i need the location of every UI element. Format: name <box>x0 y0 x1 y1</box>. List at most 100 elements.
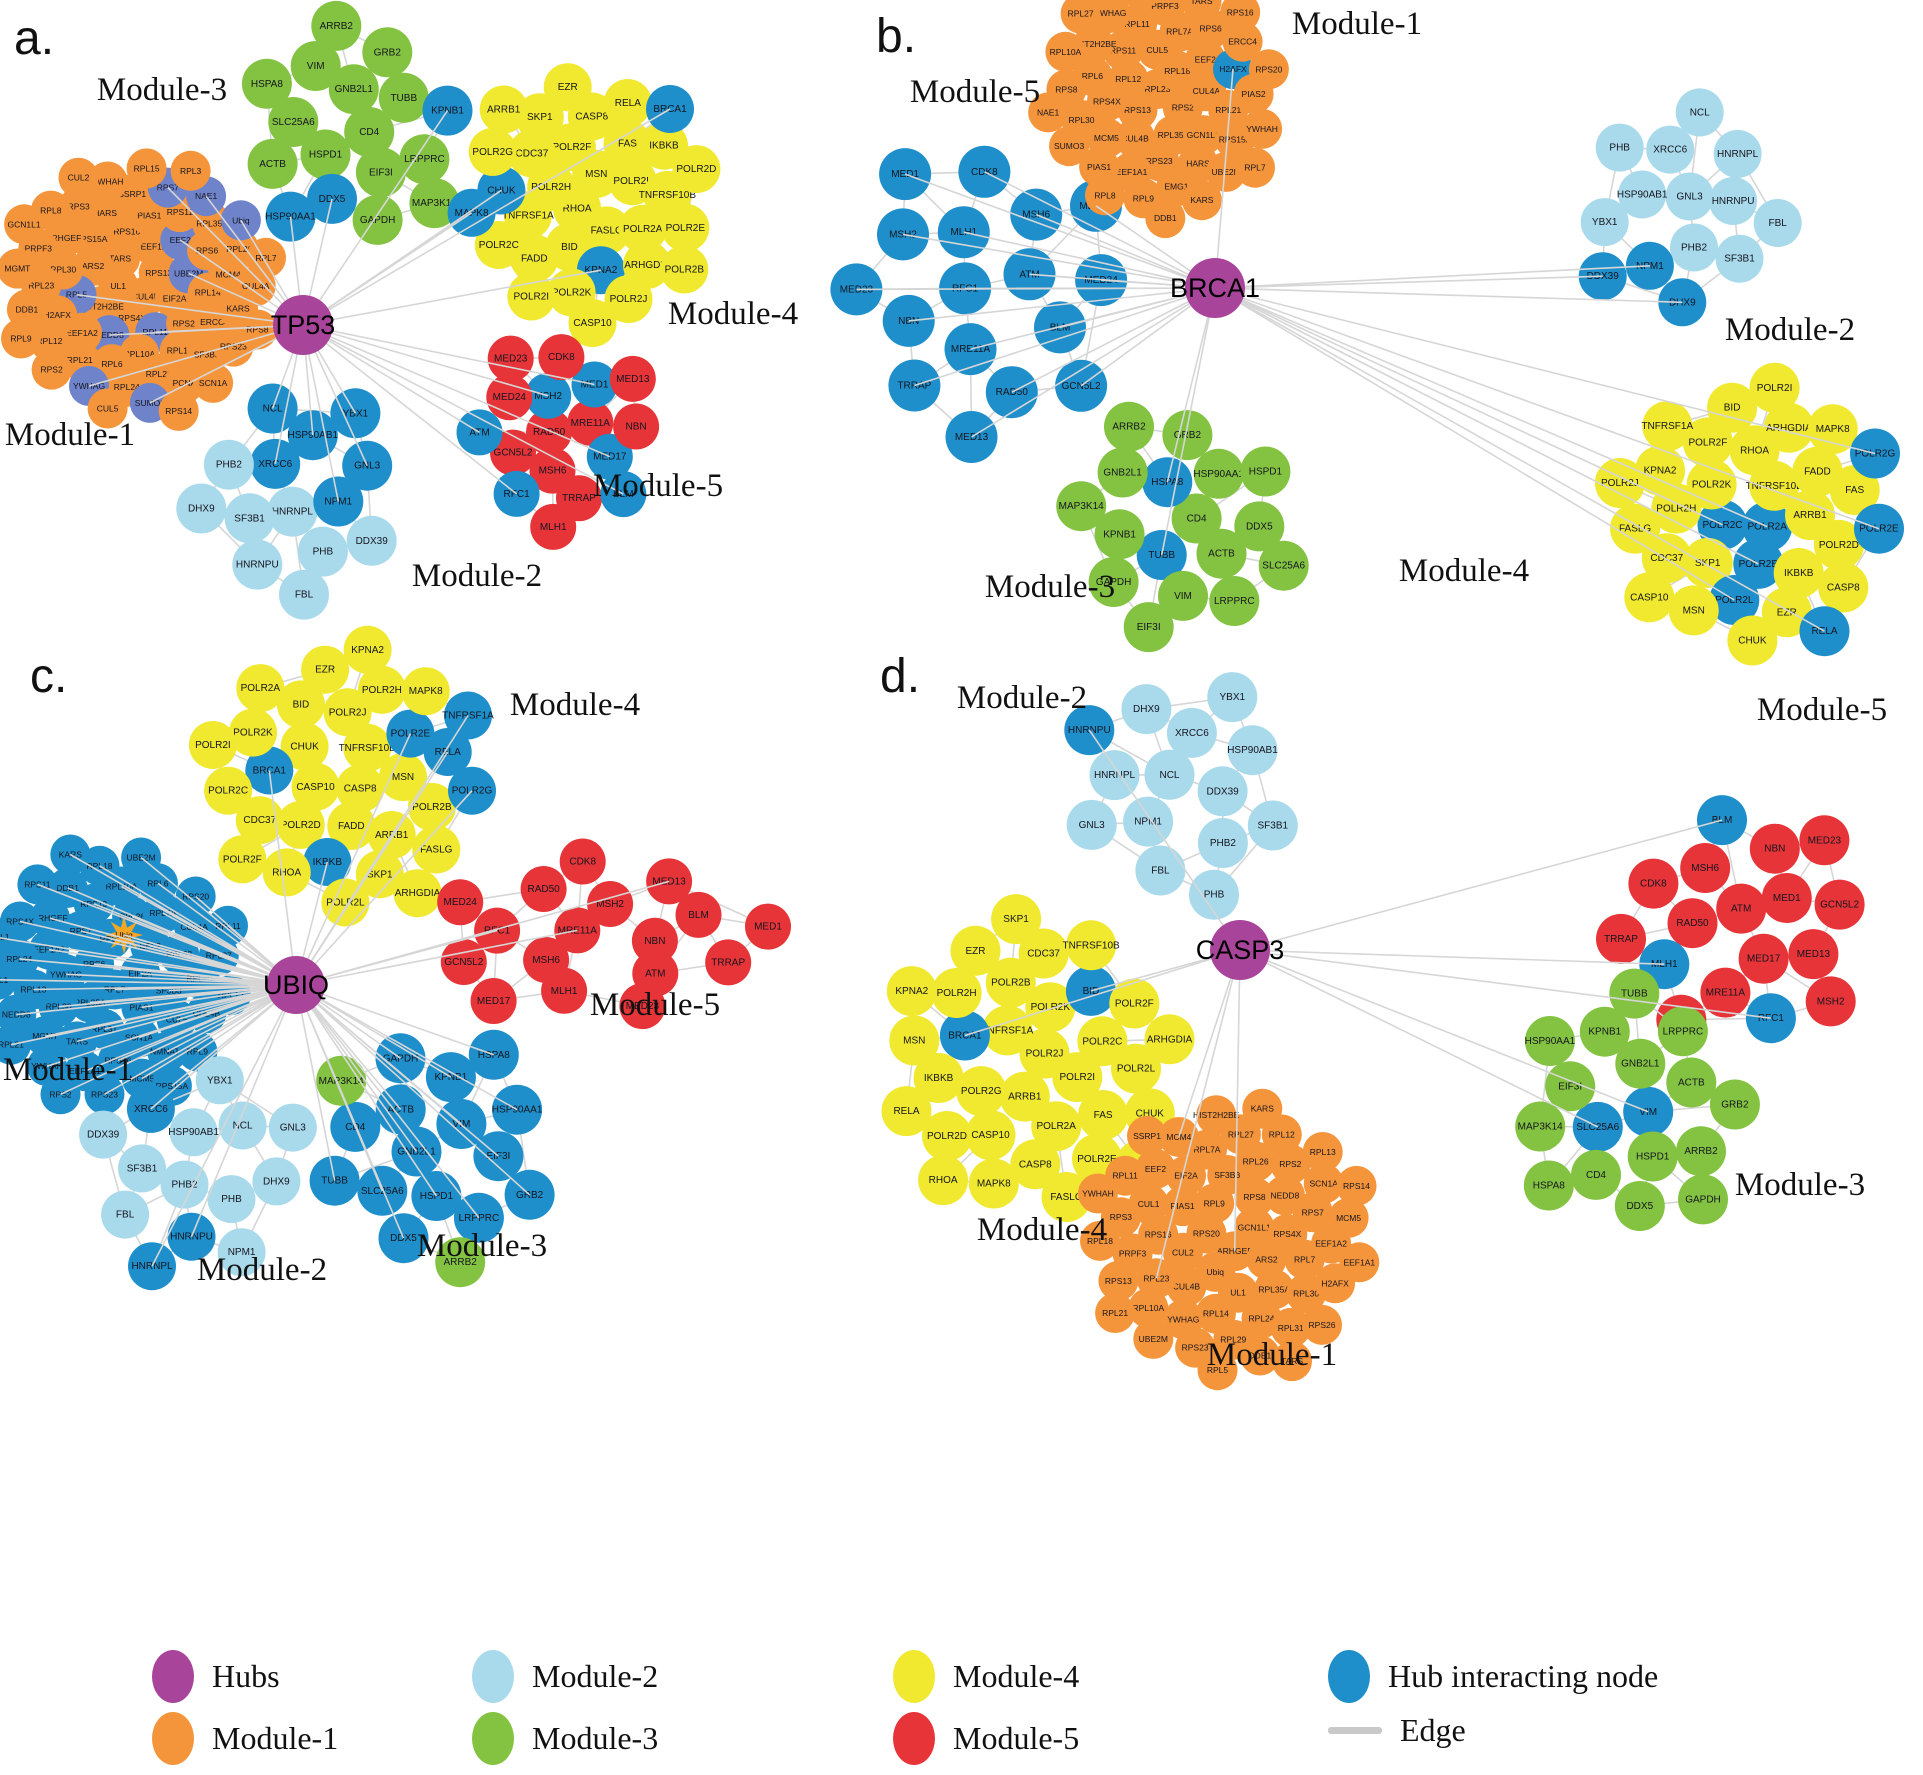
panel-a-module-4-label: Module-4 <box>668 296 798 332</box>
c-node-phb2 <box>160 1160 209 1209</box>
panel-b: RFC1ATMMRE11AMLH1BLMNBNMSH6RAD50MSH2MED2… <box>830 0 1904 666</box>
d-node-lrpprc <box>1657 1006 1708 1057</box>
d-node-tars <box>1272 1341 1312 1382</box>
d-node-dhx9 <box>1121 684 1172 735</box>
b-node-phb <box>1595 123 1644 172</box>
b-node-gnl3 <box>1665 172 1714 221</box>
panel-c-module-1-label: Module-1 <box>3 1052 133 1088</box>
a-node-sf3b1 <box>224 493 275 544</box>
a-node-faslg <box>582 206 631 255</box>
d-node-rpl21 <box>1095 1293 1136 1333</box>
d-node-arhgdia <box>1144 1014 1195 1065</box>
legend-item-module-3: Module-3 <box>472 1712 658 1765</box>
panel-c-letter: c. <box>30 650 67 703</box>
c-node-blm <box>675 891 722 938</box>
b-node-tars <box>1181 0 1222 22</box>
a-node-scn1a <box>193 362 234 403</box>
a-node-mlh1 <box>530 503 577 550</box>
b-node-hsp90ab1 <box>1618 170 1667 219</box>
hub-node-tp53 <box>273 295 333 355</box>
d-node-xrcc6 <box>1166 707 1217 758</box>
module-5-swatch <box>893 1712 935 1765</box>
d-node-rps26 <box>1302 1304 1342 1345</box>
a-node-rela <box>603 79 652 127</box>
d-node-actb <box>1666 1057 1717 1108</box>
d-node-gcn5l2 <box>1814 879 1865 930</box>
panel-a-module-2-label: Module-2 <box>412 558 542 594</box>
c-node-rpl21 <box>0 1024 31 1065</box>
d-node-kpnb1 <box>1579 1006 1630 1057</box>
a-node-polr2d <box>672 145 721 194</box>
a-node-vim <box>290 41 341 91</box>
a-node-slc25a6 <box>268 97 319 147</box>
b-node-chuk <box>1727 615 1778 666</box>
b-node-ercc4 <box>1222 21 1263 62</box>
d-node-rps13 <box>1098 1260 1139 1301</box>
legend-item-module-4: Module-4 <box>893 1650 1079 1703</box>
a-node-ddx39 <box>346 515 397 566</box>
b-node-ddx5 <box>1234 501 1285 552</box>
d-node-mre11a <box>1700 967 1751 1018</box>
panel-b-module-1-label: Module-1 <box>1292 6 1422 42</box>
b-node-gnb2l1 <box>1097 447 1148 498</box>
d-node-rpl13 <box>1302 1132 1343 1172</box>
c-node-phb <box>207 1175 256 1224</box>
a-node-rpl9 <box>1 318 41 359</box>
d-node-msh2 <box>1805 976 1856 1027</box>
legend-item-module-5: Module-5 <box>893 1712 1079 1765</box>
c-node-mgmt <box>25 1016 66 1057</box>
a-node-eif3i <box>355 147 406 198</box>
d-node-fbl <box>1135 845 1186 896</box>
b-node-xrcc6 <box>1646 125 1695 174</box>
a-node-polr2b <box>660 245 709 294</box>
b-node-casp8 <box>1818 562 1869 613</box>
b-node-slc25a6 <box>1258 540 1309 591</box>
b-node-phb2 <box>1670 223 1718 272</box>
c-node-med23 <box>619 983 666 1030</box>
a-node-gnb2l1 <box>328 64 379 115</box>
b-node-faslg <box>1610 503 1661 554</box>
b-node-hnrnpu <box>1709 177 1758 225</box>
b-node-arhgdia <box>1763 402 1814 453</box>
c-node-polr2c <box>204 766 253 815</box>
c-node-med24 <box>437 879 484 926</box>
c-node-polr2a <box>236 664 285 713</box>
b-node-fadd <box>1792 446 1843 497</box>
module-3-swatch <box>472 1712 514 1765</box>
b-node-kpnb1 <box>1094 509 1145 560</box>
d-node-phb <box>1189 869 1239 920</box>
c-node-fbl <box>101 1190 150 1239</box>
d-node-rpl10a <box>1128 1288 1169 1329</box>
d-node-polr2g <box>956 1066 1007 1117</box>
c-node-casp8 <box>336 764 385 813</box>
legend-label: Module-1 <box>212 1720 339 1756</box>
a-node-hspd1 <box>300 129 351 180</box>
d-node-hspd1 <box>1627 1131 1678 1182</box>
a-node-rad50 <box>526 408 573 455</box>
d-node-gapdh <box>1678 1174 1728 1225</box>
legend-label: Module-3 <box>532 1720 659 1756</box>
a-node-rpl15 <box>126 148 167 189</box>
b-node-polr2h <box>1651 483 1702 534</box>
b-node-prpf3 <box>1145 0 1185 26</box>
a-node-arrb1 <box>479 85 528 134</box>
panel-d: NCLDDX39NPM1XRCC6PHB2HNRNPLHSP90AB1FBLDH… <box>880 650 1887 1391</box>
d-node-rhoa <box>918 1155 969 1206</box>
d-node-phb2 <box>1197 818 1248 868</box>
a-node-hnrnpl <box>267 486 318 537</box>
c-node-ncl <box>218 1101 267 1150</box>
d-node-mcm5 <box>1328 1197 1369 1238</box>
d-node-sf3b1 <box>1247 800 1298 851</box>
b-node-skp1 <box>1682 537 1733 588</box>
d-node-rpl31 <box>1270 1307 1311 1348</box>
b-node-sf3b1 <box>1715 234 1764 283</box>
c-node-hsp90ab1 <box>169 1108 218 1157</box>
panel-a-module-3: CD4HSPD1GNB2L1EIF3ISLC25A6TUBBDDX5VIMLRP… <box>241 0 473 245</box>
a-node-lrpprc <box>399 134 450 185</box>
a-node-cul2 <box>58 157 99 198</box>
d-node-arrb2 <box>1676 1126 1726 1177</box>
panel-b-module-5-label: Module-5 <box>910 74 1040 110</box>
a-node-polr2e <box>661 203 710 252</box>
d-node-ncl <box>1144 749 1195 800</box>
